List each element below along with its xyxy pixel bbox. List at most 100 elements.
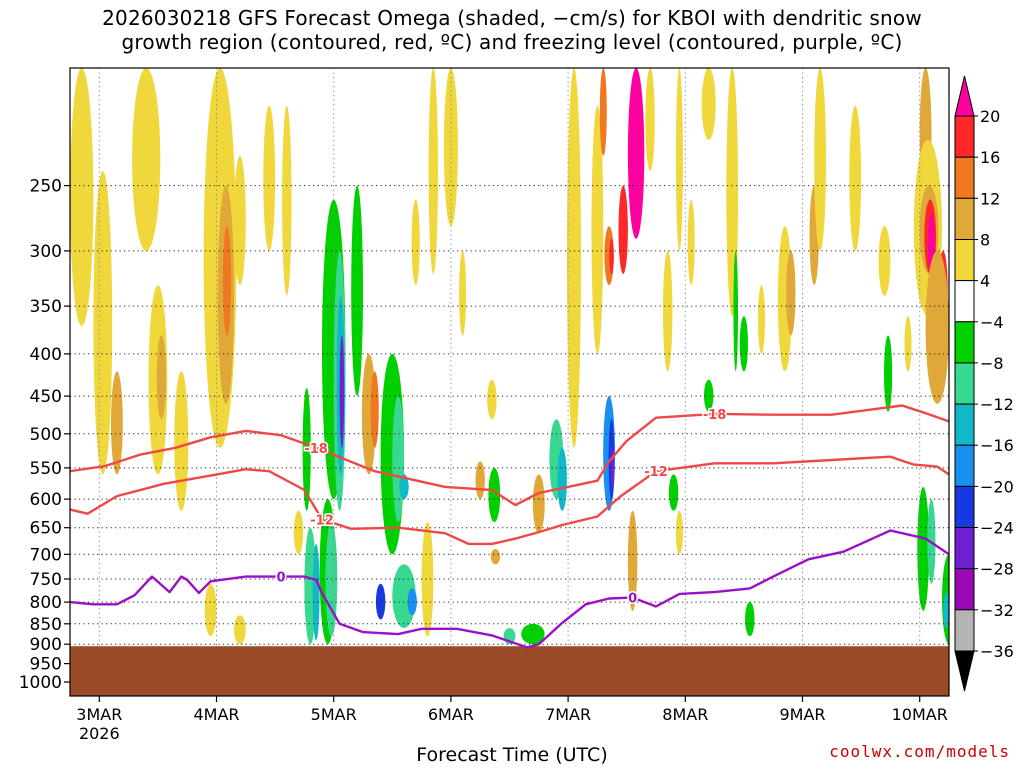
omega-shading-blob [701,68,716,140]
omega-shading-blob [609,238,614,274]
omega-shading-blob [428,68,438,274]
omega-shading-blob [668,474,679,511]
omega-shading-blob [814,68,826,251]
chart-title-line1: 2026030218 GFS Forecast Omega (shaded, −… [102,6,922,30]
y-tick-label: 400 [30,345,62,365]
omega-shading-blob [733,250,738,372]
terrain-fill [70,646,949,696]
colorbar-segment [954,197,975,241]
omega-shading-blob [675,510,683,555]
colorbar-top-arrow [954,75,975,117]
omega-shading-blob [532,474,545,534]
x-tick-label: 4MAR [193,705,239,724]
omega-shading-blob [627,68,645,239]
contour-label: -18 [304,442,328,457]
x-tick-label: 10MAR [892,705,948,724]
omega-shading-blob [663,250,673,372]
grid-lines [70,68,949,696]
omega-shading-blob [421,522,434,637]
omega-shading-blob [521,623,545,645]
omega-shading-blob [904,316,912,372]
y-tick-label: 600 [30,490,62,510]
omega-shading-blob [392,396,405,523]
y-tick-label: 950 [30,655,62,675]
omega-shading-blob [878,226,891,296]
omega-shading-blob [884,335,893,412]
y-axis: 2503003504004505005506006507007508008509… [19,177,70,693]
y-tick-label: 850 [30,615,62,635]
omega-shading-blob [675,68,683,251]
omega-shading-blob [111,371,123,475]
omega-shading-blob [627,510,638,611]
colorbar-tick-label: −16 [980,436,1014,455]
omega-shading-blob [567,68,581,448]
omega-shading [70,68,949,645]
omega-shading-blob [758,285,765,354]
x-year-label: 2026 [79,724,120,743]
omega-shading-blob [618,185,628,274]
omega-shading-blob [739,316,749,372]
colorbar-tick-label: −36 [980,642,1014,661]
colorbar: 20 16 12 8 4 −4 −8 −12 −16 −20 −24 −28 −32 −36 [954,75,1014,692]
contour-label: -18 [703,408,727,423]
colorbar-tick-label: −28 [980,560,1014,579]
omega-shading-blob [302,388,311,511]
y-tick-label: 250 [30,177,62,197]
colorbar-tick-label: −20 [980,477,1014,496]
y-tick-label: 300 [30,242,62,262]
contour-label: -12 [310,513,334,528]
colorbar-tick-label: −24 [980,519,1014,538]
plot-frame [69,67,950,697]
omega-shading-blob [443,68,458,227]
omega-shading-blob [849,105,862,251]
colorbar-segment [954,280,975,323]
omega-shading-blob [786,250,796,336]
x-tick-label: 5MAR [311,705,357,724]
colorbar-segment [954,609,975,652]
x-tick-label: 6MAR [428,705,474,724]
omega-shading-blob [339,335,345,448]
omega-shading-blob [411,199,420,285]
contour-dgz_lower_minus12 [70,455,949,546]
contour-dgz_upper_minus18 [70,404,949,507]
contour-label: 0 [276,571,285,586]
colorbar-segment [954,444,975,487]
y-tick-label: 500 [30,425,62,445]
chart-title-line2: growth region (contoured, red, ºC) and f… [121,30,903,54]
colorbar-tick-label: −12 [980,395,1014,414]
x-tick-label: 7MAR [545,705,591,724]
terrain-ground [70,646,949,696]
omega-shading-blob [599,68,607,156]
omega-shading-blob [70,68,94,326]
colorbar-segment [954,485,975,529]
colorbar-segment [954,156,975,199]
colorbar-tick-label: 8 [980,231,990,250]
colorbar-tick-label: 12 [980,189,1000,208]
omega-shading-blob [459,250,467,336]
contour-label: -12 [644,465,668,480]
omega-shading-blob [293,510,304,555]
omega-shading-blob [610,447,615,487]
omega-shading-blob [475,461,485,500]
omega-shading-blob [370,371,379,448]
omega-shading-blob [312,543,320,641]
omega-shading-blob [234,155,246,285]
omega-shading-blob [204,583,217,637]
omega-shading-blob [487,379,497,420]
credit-label: coolwx.com/models [829,742,1010,761]
colorbar-tick-label: −32 [980,601,1014,620]
colorbar-segment [954,321,975,364]
colorbar-segment [954,403,975,446]
y-tick-label: 900 [30,635,62,655]
omega-shading-blob [488,467,501,523]
omega-shading-blob [399,474,409,500]
colorbar-tick-label: −4 [980,313,1004,332]
colorbar-segment [954,527,975,570]
omega-shading-blob [557,447,567,511]
omega-shading-blob [234,615,246,645]
colorbar-segment [954,115,975,158]
colorbar-bottom-arrow [954,650,975,692]
y-tick-label: 650 [30,519,62,539]
colorbar-segment [954,568,975,611]
